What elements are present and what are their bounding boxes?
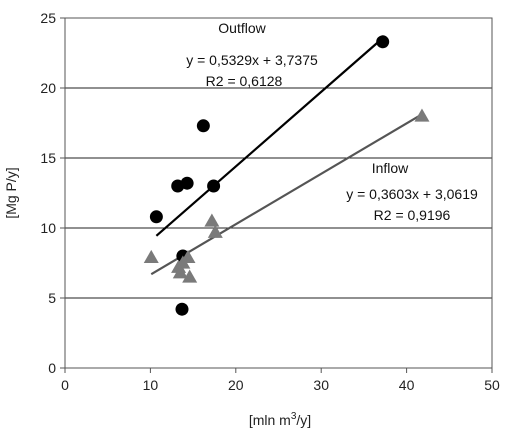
- outflow-series-label: Outflow: [218, 20, 266, 36]
- y-axis-title: [Mg P/y]: [3, 167, 19, 218]
- x-tick-label: 40: [399, 377, 415, 393]
- outflow-point: [376, 35, 390, 49]
- y-tick-label: 25: [40, 10, 56, 26]
- inflow-trendline: [150, 113, 423, 276]
- x-tick-label: 10: [143, 377, 159, 393]
- x-tick-label: 30: [313, 377, 329, 393]
- x-axis-ticks: 0 10 20 30 40 50: [61, 368, 500, 393]
- y-tick-label: 15: [40, 150, 56, 166]
- x-tick-label: 0: [61, 377, 69, 393]
- inflow-series-label: Inflow: [372, 160, 409, 176]
- inflow-point: [182, 269, 198, 283]
- inflow-point: [414, 108, 430, 122]
- outflow-point: [175, 302, 189, 316]
- trendlines: [150, 37, 423, 276]
- outflow-point: [196, 119, 210, 133]
- inflow-point: [207, 224, 223, 238]
- x-tick-label: 20: [228, 377, 244, 393]
- inflow-equation: y = 0,3603x + 3,0619: [346, 186, 478, 202]
- y-tick-label: 0: [48, 360, 56, 376]
- outflow-trendline: [155, 37, 384, 237]
- x-tick-label: 50: [484, 377, 500, 393]
- y-tick-label: 20: [40, 80, 56, 96]
- plot-area-frame: [64, 17, 493, 369]
- inflow-point: [204, 213, 220, 227]
- outflow-point: [207, 179, 221, 193]
- x-axis-title: [mln m3/y]: [249, 411, 311, 428]
- outflow-point: [180, 176, 194, 190]
- inflow-point: [172, 265, 188, 279]
- data-points: [143, 35, 430, 316]
- outflow-r2: R2 = 0,6128: [206, 73, 283, 89]
- outflow-point: [149, 210, 163, 224]
- y-tick-label: 5: [48, 290, 56, 306]
- inflow-r2: R2 = 0,9196: [374, 207, 451, 223]
- inflow-point: [143, 249, 159, 264]
- y-axis-ticks: 0 5 10 15 20 25: [40, 10, 65, 376]
- inflow-point: [180, 249, 196, 264]
- y-tick-label: 10: [40, 220, 56, 236]
- outflow-equation: y = 0,5329x + 3,7375: [186, 52, 318, 68]
